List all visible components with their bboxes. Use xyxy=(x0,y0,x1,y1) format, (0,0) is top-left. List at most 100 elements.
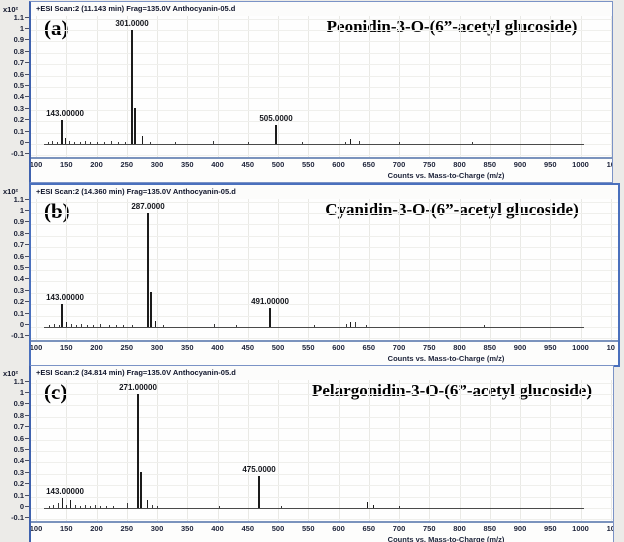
gridline xyxy=(187,380,189,521)
x-tick-label: 350 xyxy=(180,343,194,352)
noise-peak xyxy=(152,505,153,508)
x-tick-label: 550 xyxy=(301,524,315,533)
x-tick-label: 100 xyxy=(31,343,43,352)
x-tick-label: 950 xyxy=(543,343,557,352)
gridline xyxy=(31,155,612,157)
gridline xyxy=(31,64,612,66)
noise-peak xyxy=(157,506,158,508)
spectrum-baseline xyxy=(43,508,584,509)
y-tick-label: 0.7 xyxy=(13,422,24,432)
y-tick-label: 0.1 xyxy=(13,126,24,136)
y-tick-mark xyxy=(25,437,29,439)
gridline xyxy=(31,18,612,20)
gridline xyxy=(550,199,552,340)
y-tick-mark xyxy=(25,244,29,246)
x-tick-label: 500 xyxy=(271,343,285,352)
peak-bar xyxy=(367,502,368,508)
peak-bar xyxy=(61,120,63,144)
y-tick-label: 0.3 xyxy=(13,285,24,295)
gridline xyxy=(31,315,618,317)
gridline xyxy=(31,462,613,464)
gridline xyxy=(31,405,613,407)
gridline xyxy=(520,199,521,340)
noise-peak xyxy=(85,141,86,144)
x-tick-label: 650 xyxy=(362,524,375,533)
y-tick-label: 1.1 xyxy=(13,376,24,386)
y-tick-mark xyxy=(25,426,29,428)
y-tick-mark xyxy=(25,460,29,462)
y-tick-label: 0.6 xyxy=(13,69,24,79)
x-tick-label: 400 xyxy=(211,524,224,533)
y-tick-mark xyxy=(25,142,29,143)
noise-peak xyxy=(127,503,128,508)
x-tick-label: 850 xyxy=(483,524,496,533)
x-tick-label: 600 xyxy=(332,160,345,169)
noise-peak xyxy=(97,142,98,144)
gridline xyxy=(31,224,618,226)
gridline xyxy=(31,87,612,88)
peak-bar xyxy=(142,136,143,144)
y-tick-mark xyxy=(25,289,29,291)
noise-peak xyxy=(359,141,360,144)
spectrum-baseline xyxy=(43,144,584,145)
x-tick-label: 250 xyxy=(120,160,133,169)
peak-bar xyxy=(66,322,67,327)
noise-peak xyxy=(399,142,400,144)
noise-peak xyxy=(57,142,58,144)
peak-bar xyxy=(350,322,351,327)
noise-peak xyxy=(132,325,133,327)
panel-letter: (a) xyxy=(44,16,69,40)
y-tick-mark xyxy=(25,221,29,223)
noise-peak xyxy=(118,142,119,144)
y-tick-mark xyxy=(25,153,29,155)
x-tick-label: 300 xyxy=(150,524,164,533)
noise-peak xyxy=(213,141,214,144)
gridline xyxy=(459,199,461,340)
y-tick-label: 0.2 xyxy=(13,115,24,125)
y-tick-label: 0.4 xyxy=(13,274,24,284)
noise-peak xyxy=(59,325,60,327)
peak-bar xyxy=(147,500,148,508)
peak-label: 475.0000 xyxy=(242,465,276,474)
y-tick-label: 0.9 xyxy=(13,35,24,45)
spectrum-panel-b: x10² 1.1 1 0.9 0.8 0.7 0.6 0.5 0.4 0.3 0.2 0.1 0 -0.… xyxy=(0,183,624,367)
y-tick-label: 0.8 xyxy=(13,46,24,56)
gridline xyxy=(31,75,612,77)
noise-peak xyxy=(113,506,114,508)
y-tick-mark xyxy=(25,210,29,211)
gridline xyxy=(520,380,521,521)
plot-area: (c) Pelargonidin-3-O-(6”-acetyl glucosid… xyxy=(31,380,613,523)
scan-header: +ESI Scan:2 (34.814 min) Frag=135.0V Ant… xyxy=(31,366,613,380)
y-tick-mark xyxy=(25,392,29,393)
y-tick-label: 0.6 xyxy=(13,251,24,261)
gridline xyxy=(31,281,618,283)
x-tick-label: 600 xyxy=(332,343,345,352)
peak-label: 287.0000 xyxy=(131,202,165,211)
gridline xyxy=(66,16,68,157)
noise-peak xyxy=(355,322,356,327)
noise-peak xyxy=(345,142,346,144)
gridline xyxy=(31,41,612,43)
noise-peak xyxy=(484,325,485,327)
peak-label: 143.00000 xyxy=(46,109,84,118)
noise-peak xyxy=(71,324,72,327)
peak-bar xyxy=(137,394,139,508)
y-tick-mark xyxy=(25,335,29,337)
gridline xyxy=(459,16,461,157)
noise-peak xyxy=(150,142,151,144)
noise-peak xyxy=(90,506,91,508)
peak-bar xyxy=(350,139,351,144)
gridline xyxy=(31,451,613,452)
noise-peak xyxy=(104,142,105,144)
x-tick-label: 500 xyxy=(271,524,285,533)
x-axis-title: Counts vs. Mass-to-Charge (m/z) xyxy=(387,171,505,180)
y-tick-mark xyxy=(25,301,29,303)
y-tick-label: 0.7 xyxy=(13,240,24,250)
y-tick-label: 0.1 xyxy=(13,490,24,500)
x-tick-label: 1000 xyxy=(572,343,589,352)
x-tick-label: 800 xyxy=(453,524,466,533)
peak-bar xyxy=(373,505,374,508)
x-tick-label: 650 xyxy=(362,343,375,352)
noise-peak xyxy=(100,324,101,327)
y-tick-mark xyxy=(25,517,29,519)
